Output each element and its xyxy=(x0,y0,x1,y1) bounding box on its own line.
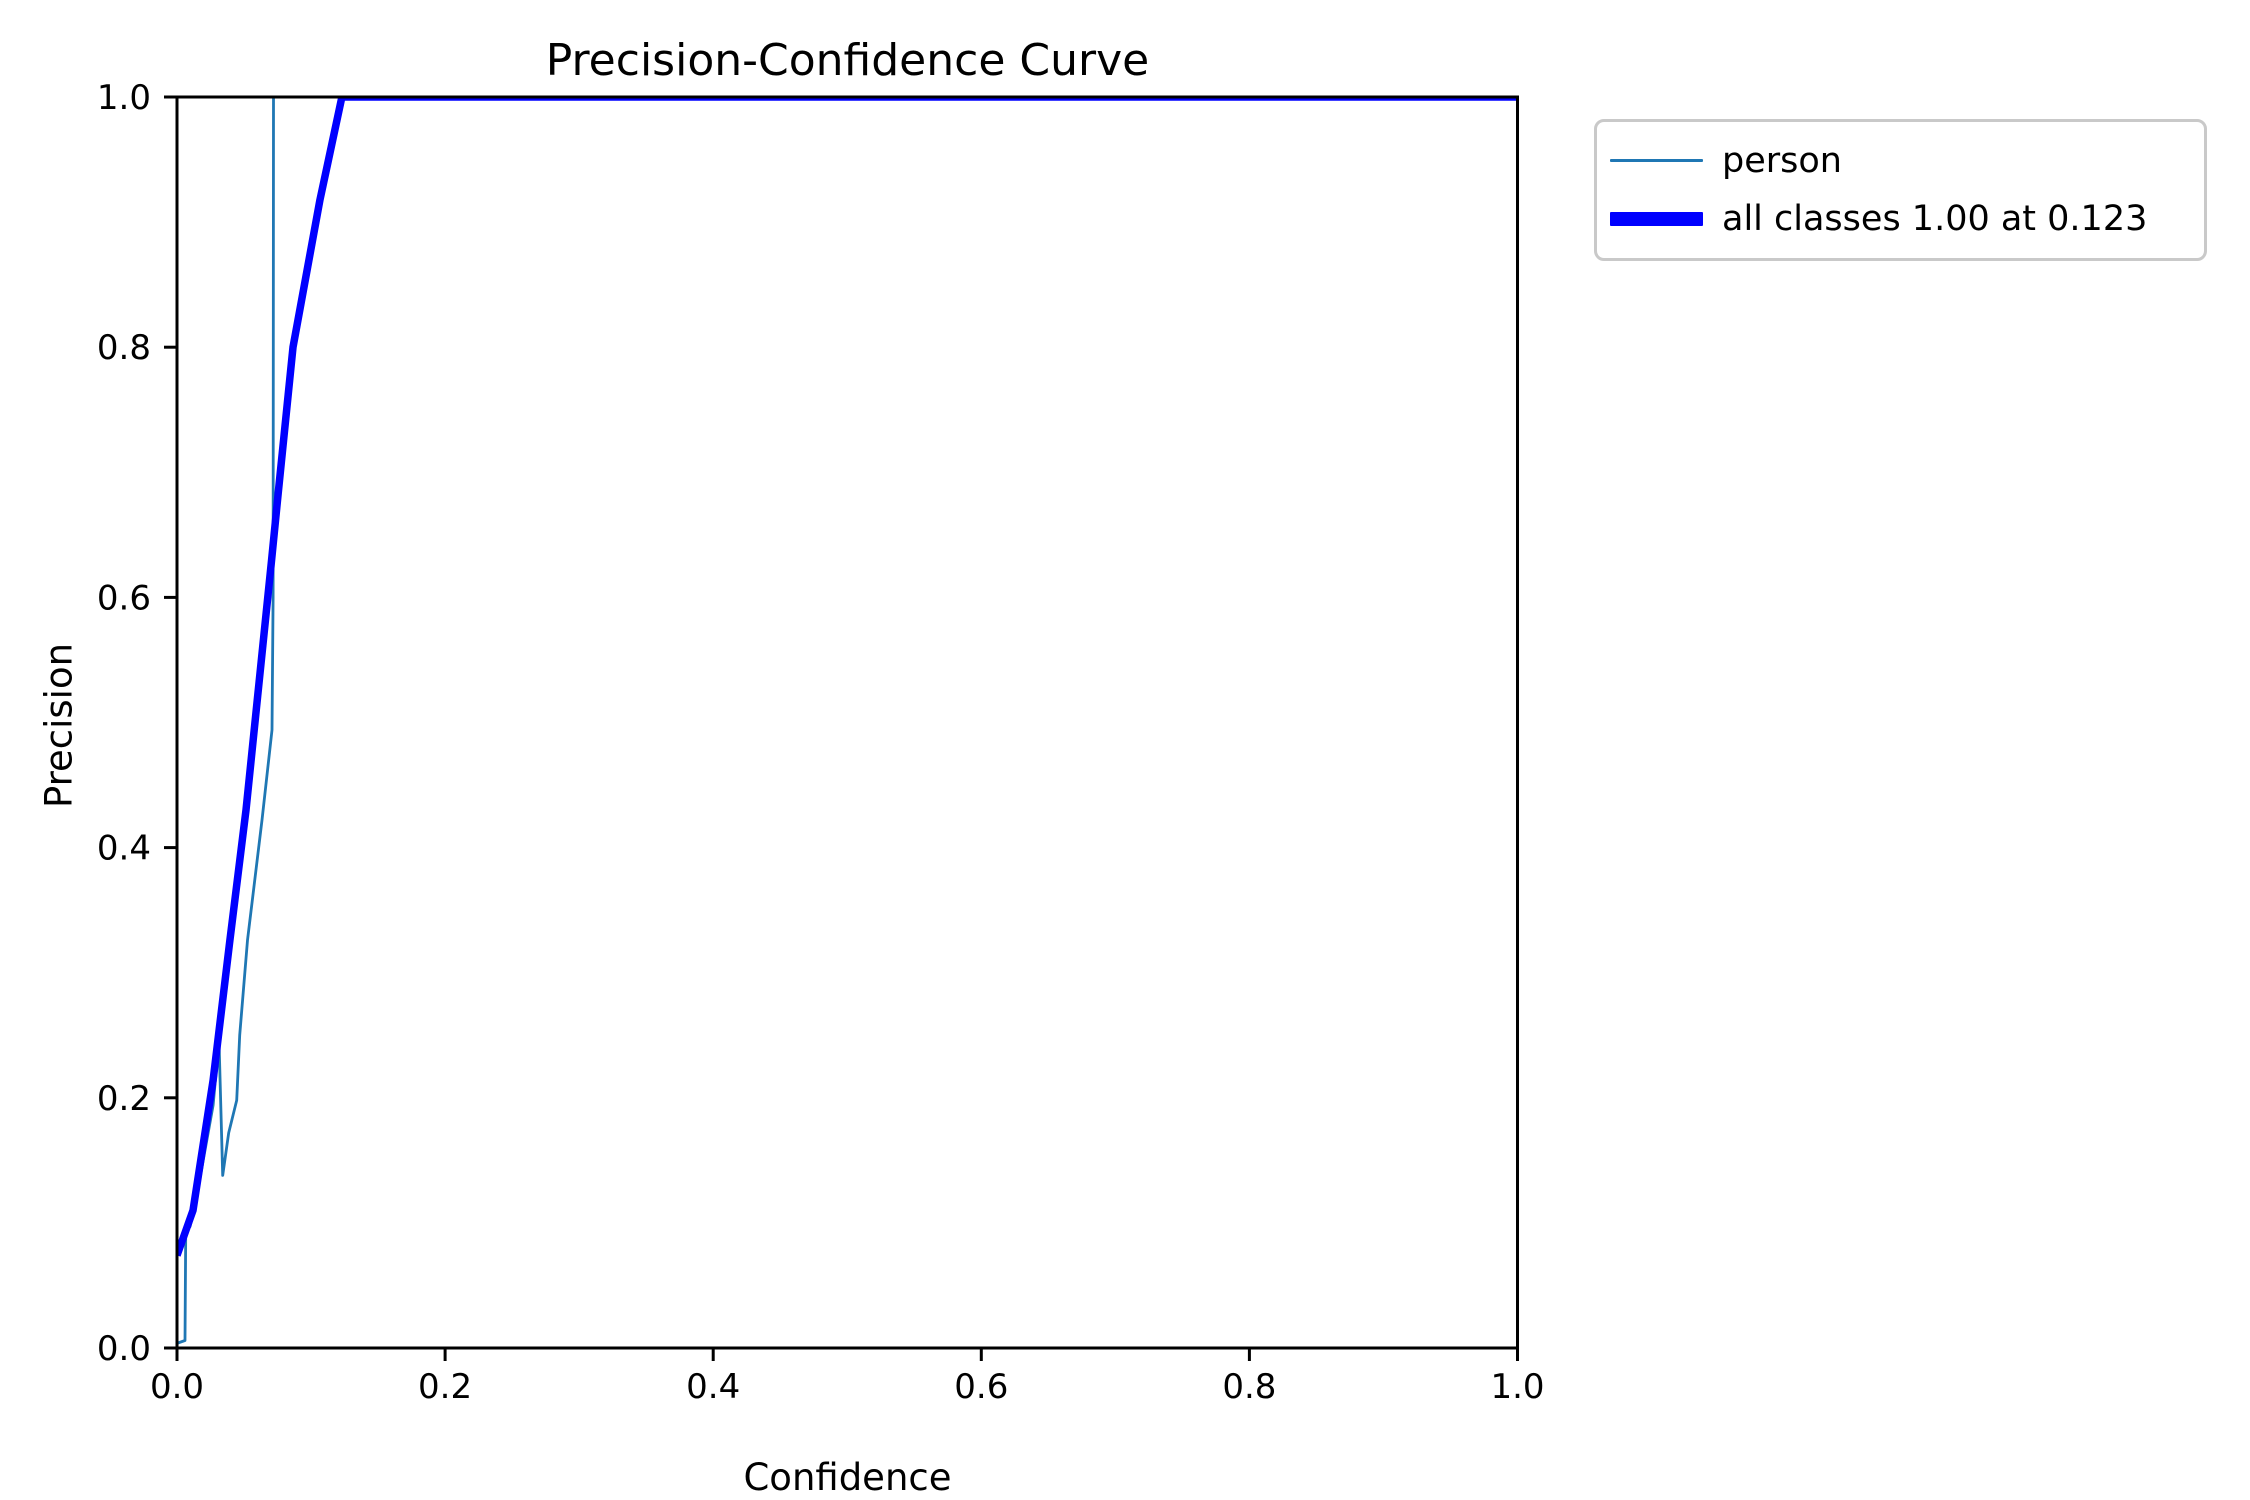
x-tick-label: 0.6 xyxy=(954,1367,1008,1407)
legend: person all classes 1.00 at 0.123 xyxy=(1594,119,2207,261)
y-axis-label: Precision xyxy=(37,642,81,809)
y-tick-label: 0.4 xyxy=(97,829,151,869)
y-tick-label: 0.6 xyxy=(97,578,151,618)
legend-label-all-classes: all classes 1.00 at 0.123 xyxy=(1722,199,2148,240)
x-tick-label: 0.4 xyxy=(686,1367,740,1407)
y-tick-label: 0.8 xyxy=(97,328,151,368)
chart-title: Precision-Confidence Curve xyxy=(545,35,1150,86)
x-tick-label: 0.0 xyxy=(150,1367,204,1407)
person-line-swatch xyxy=(1610,159,1703,163)
all-classes-line-swatch xyxy=(1610,212,1703,227)
x-tick-label: 0.8 xyxy=(1222,1367,1276,1407)
legend-item-person: person xyxy=(1610,141,2204,181)
legend-item-all-classes: all classes 1.00 at 0.123 xyxy=(1610,199,2204,239)
legend-label-person: person xyxy=(1722,140,1842,181)
y-tick-label: 1.0 xyxy=(97,78,151,118)
y-tick-label: 0.2 xyxy=(97,1079,151,1119)
y-tick-label: 0.0 xyxy=(97,1329,151,1369)
plot-area xyxy=(177,97,1518,1345)
person-curve xyxy=(177,97,1518,1345)
x-axis-label: Confidence xyxy=(743,1456,952,1499)
x-tick-label: 0.2 xyxy=(418,1367,472,1407)
all-classes-curve xyxy=(177,97,1518,1257)
plot-border xyxy=(175,95,1519,1350)
x-tick-label: 1.0 xyxy=(1490,1367,1544,1407)
